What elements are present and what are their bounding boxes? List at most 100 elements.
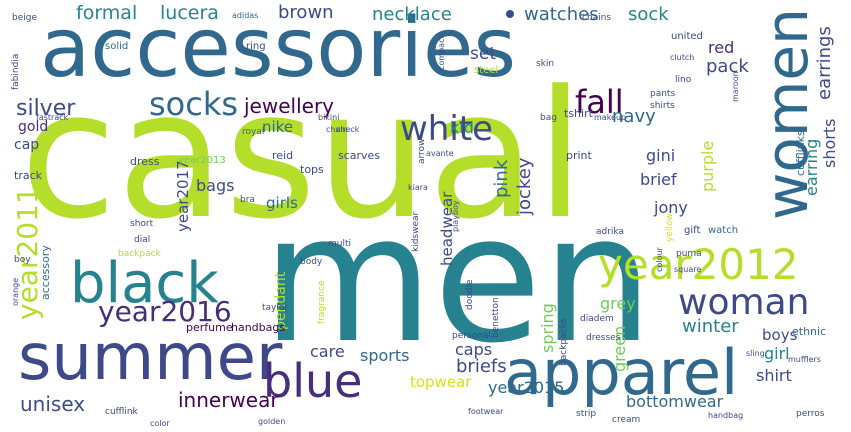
word-perfume: perfume bbox=[186, 321, 233, 334]
word-navy: navy bbox=[612, 106, 656, 127]
word-puma: puma bbox=[676, 249, 702, 259]
word-tshirt: tshirt bbox=[564, 107, 593, 120]
word-print: print bbox=[566, 149, 592, 162]
word-pink: pink bbox=[491, 159, 512, 198]
word-accessory: accessory bbox=[39, 245, 52, 300]
word-kidswear: kidswear bbox=[411, 211, 421, 252]
word-bags: bags bbox=[196, 176, 235, 195]
word-apparel: apparel bbox=[504, 336, 739, 409]
word-jony: jony bbox=[654, 198, 688, 217]
word-red: red bbox=[708, 38, 735, 57]
word-maroon: maroon bbox=[731, 71, 740, 102]
word-square: square bbox=[674, 265, 702, 274]
word-colour: colour bbox=[655, 247, 664, 272]
word-jockey: jockey bbox=[514, 157, 535, 215]
word-pants: pants bbox=[650, 89, 676, 99]
word-ring: ring bbox=[246, 41, 266, 52]
word-boys: boys bbox=[762, 326, 798, 344]
word-sock: sock bbox=[628, 4, 669, 25]
word-mufflers: mufflers bbox=[788, 355, 821, 364]
word-color: color bbox=[150, 419, 170, 428]
word-skin: skin bbox=[536, 59, 555, 69]
word-fall: fall bbox=[575, 83, 624, 121]
word-fragrance: fragrance bbox=[317, 280, 327, 324]
word-dresses: dresses bbox=[586, 333, 621, 343]
word-strip: strip bbox=[576, 409, 597, 419]
word-necklace: necklace bbox=[372, 4, 452, 25]
word-compact: compact bbox=[437, 35, 446, 70]
word-footwear: footwear bbox=[468, 407, 504, 416]
word-steel: steel bbox=[474, 65, 499, 76]
word-gini: gini bbox=[646, 146, 676, 165]
word-shorts: shorts bbox=[820, 118, 839, 168]
word-nike: nike bbox=[262, 118, 294, 136]
word-chains: chains bbox=[582, 13, 612, 23]
word-personal: personal bbox=[452, 331, 491, 341]
word-grey: grey bbox=[600, 294, 636, 313]
word-orange: orange bbox=[11, 277, 20, 306]
word-purple: purple bbox=[698, 140, 717, 192]
word-beige: beige bbox=[12, 13, 38, 23]
word-innerwear: innerwear bbox=[178, 388, 279, 412]
word-fastrack: fastrack bbox=[36, 113, 69, 122]
word-scarves: scarves bbox=[338, 149, 381, 162]
word-bottomwear: bottomwear bbox=[626, 392, 724, 411]
word-tops: tops bbox=[300, 163, 324, 176]
word-taylor: taylor bbox=[262, 303, 289, 313]
word-men: men bbox=[262, 177, 654, 382]
word-jewellery: jewellery bbox=[244, 94, 334, 118]
word-cufflinks: cufflinks bbox=[794, 130, 807, 176]
bullet-dot bbox=[506, 10, 514, 18]
word-silver: silver bbox=[16, 96, 76, 121]
word-socks: socks bbox=[149, 85, 239, 123]
word-boy: boy bbox=[14, 255, 31, 265]
word-topwear: topwear bbox=[410, 373, 472, 391]
word-royal: royal bbox=[242, 127, 265, 137]
word-earrings: earrings bbox=[814, 26, 835, 100]
word-backpack: backpack bbox=[118, 249, 161, 259]
word-white: white bbox=[400, 109, 494, 149]
word-blue: blue bbox=[263, 354, 363, 408]
word-adrika: adrika bbox=[596, 227, 624, 237]
word-year2013: year2013 bbox=[178, 155, 226, 166]
word-gift: gift bbox=[684, 225, 701, 236]
word-sling: sling bbox=[746, 349, 765, 358]
word-avante: avante bbox=[426, 149, 454, 158]
word-golden: golden bbox=[258, 417, 286, 426]
word-watches: watches bbox=[524, 4, 599, 25]
word-bra: bra bbox=[240, 195, 255, 205]
word-lucera: lucera bbox=[160, 2, 219, 24]
word-summer: summer bbox=[18, 321, 283, 395]
word-cream: cream bbox=[612, 415, 641, 425]
word-formal: formal bbox=[76, 2, 138, 24]
word-multi: multi bbox=[328, 239, 352, 249]
word-shirts: shirts bbox=[650, 101, 675, 111]
word-shirt: shirt bbox=[756, 366, 792, 385]
word-clutch: clutch bbox=[670, 53, 695, 62]
word-winter: winter bbox=[682, 316, 739, 337]
word-briefs: briefs bbox=[456, 356, 507, 377]
word-united: united bbox=[671, 31, 703, 42]
word-caps: caps bbox=[455, 340, 493, 359]
word-casual: casual bbox=[20, 53, 585, 258]
word-body: body bbox=[300, 257, 323, 267]
word-brief: brief bbox=[640, 170, 677, 189]
word-cap: cap bbox=[14, 137, 40, 153]
word-makeup: makeup bbox=[594, 113, 627, 122]
word-year2015: year2015 bbox=[488, 378, 565, 397]
word-accessories: accessories bbox=[40, 1, 517, 96]
word-benetton: benetton bbox=[491, 297, 501, 338]
word-black: black bbox=[70, 251, 219, 316]
word-care: care bbox=[310, 342, 345, 361]
word-lino: lino bbox=[675, 75, 692, 85]
word-cufflink: cufflink bbox=[105, 407, 138, 417]
word-brown: brown bbox=[278, 2, 334, 23]
word-bag: bag bbox=[540, 113, 557, 123]
word-dial: dial bbox=[134, 235, 151, 245]
word-watch: watch bbox=[708, 225, 739, 236]
word-pack: pack bbox=[706, 56, 749, 77]
word-kid: kid bbox=[450, 118, 474, 137]
word-unisex: unisex bbox=[20, 392, 86, 416]
word-chain: chain bbox=[326, 125, 348, 134]
